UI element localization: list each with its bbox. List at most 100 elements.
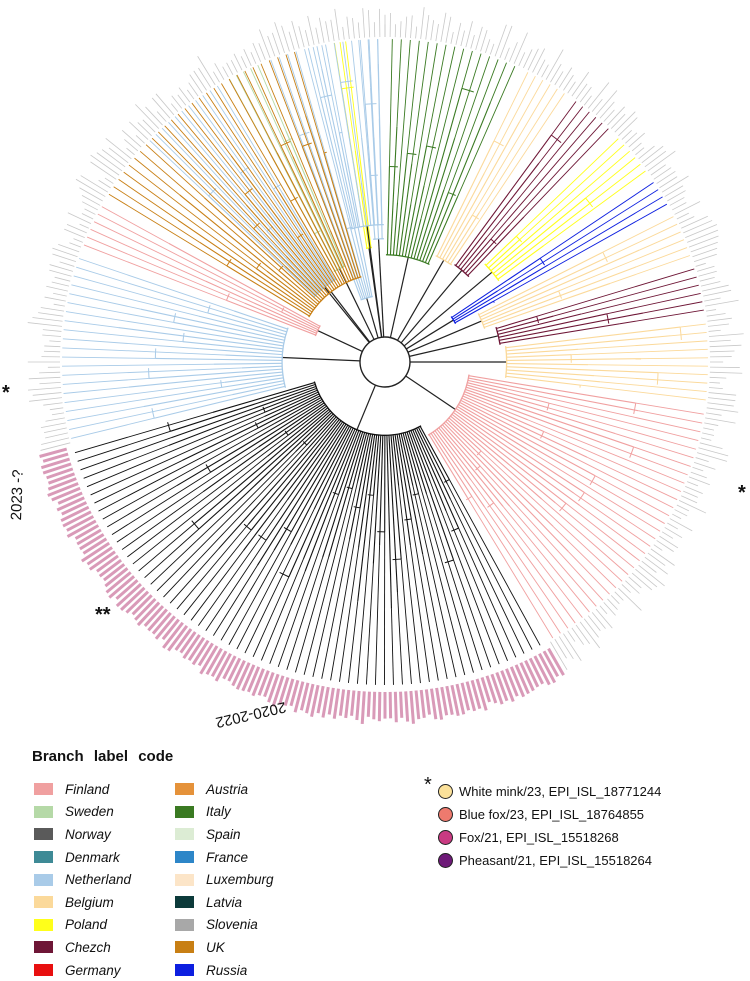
tree-arc xyxy=(541,431,544,438)
tree-branch xyxy=(71,285,198,316)
leaf-tick xyxy=(456,23,461,45)
leaf-tick xyxy=(251,52,256,64)
leaf-tick xyxy=(308,16,314,45)
tree-branch xyxy=(462,51,472,88)
tree-branch xyxy=(580,505,645,553)
tree-branch xyxy=(296,52,347,229)
legend-label: Russia xyxy=(206,963,247,978)
tree-branch xyxy=(641,358,708,359)
tree-branch xyxy=(225,375,283,382)
tree-branch xyxy=(67,407,143,421)
leaf-tick xyxy=(213,72,219,83)
leaf-tick xyxy=(645,151,666,167)
leaf-tick xyxy=(584,619,598,638)
leaf-tick xyxy=(46,286,68,291)
legend-swatch xyxy=(34,919,53,931)
tree-branch xyxy=(387,167,389,255)
legend-item-slovenia: Slovenia xyxy=(175,914,274,937)
leaf-tick xyxy=(441,13,446,42)
tree-branch xyxy=(584,493,655,539)
leaf-tick xyxy=(135,104,158,128)
tree-branch xyxy=(76,267,232,315)
tree-branch xyxy=(87,237,244,303)
leaf-tick xyxy=(659,536,678,548)
tree-branch xyxy=(63,378,149,384)
leaf-tick xyxy=(157,112,166,122)
tree-branch xyxy=(154,386,285,418)
tree-branch xyxy=(180,195,317,306)
leaf-tick xyxy=(451,32,453,44)
leaf-tick xyxy=(187,90,194,99)
tree-branch xyxy=(313,482,358,677)
leaf-tick xyxy=(299,26,304,47)
leaf-tick xyxy=(481,30,488,51)
tree-branch xyxy=(551,102,576,136)
legend-item-finland: Finland xyxy=(34,778,131,801)
leaf-tick xyxy=(46,418,65,421)
leaf-tick xyxy=(29,398,62,402)
tree-arc xyxy=(407,153,416,154)
leaf-tick xyxy=(29,377,61,378)
legend-label: UK xyxy=(206,940,225,955)
legend-item-spain: Spain xyxy=(175,823,274,846)
tree-branch xyxy=(595,164,641,199)
legend-swatch xyxy=(175,964,194,976)
tree-branch xyxy=(537,269,695,316)
leaf-tick xyxy=(709,334,744,337)
tree-branch xyxy=(71,418,154,438)
leaf-tick xyxy=(622,584,631,592)
leaf-tick xyxy=(43,403,62,405)
tree-branch xyxy=(555,503,634,568)
sample-label: White mink/23, EPI_ISL_18771244 xyxy=(459,784,661,799)
legend-swatch xyxy=(34,806,53,818)
leaf-tick xyxy=(41,438,69,445)
tree-branch xyxy=(84,245,227,300)
leaf-tick xyxy=(231,60,237,72)
leaf-tick xyxy=(707,314,726,317)
fox-pheasant-stars: ** xyxy=(95,604,111,627)
leaf-tick xyxy=(611,114,625,128)
tree-arc xyxy=(547,403,549,410)
leaf-tick xyxy=(400,21,401,37)
leaf-tick xyxy=(316,28,319,44)
tree-branch xyxy=(480,466,603,600)
white-mink-star: * xyxy=(2,382,10,405)
blue-fox-star: * xyxy=(738,482,746,505)
legend-swatch xyxy=(175,806,194,818)
legend-swatch xyxy=(175,919,194,931)
leaf-tick xyxy=(691,472,707,478)
tree-branch xyxy=(411,43,437,204)
tree-branch xyxy=(287,557,323,669)
tree-branch xyxy=(639,232,680,250)
leaf-tick xyxy=(672,514,681,519)
tree-branch xyxy=(496,200,595,277)
tree-branch xyxy=(401,559,411,684)
leaf-tick xyxy=(136,135,145,143)
legend-item-latvia: Latvia xyxy=(175,891,274,914)
tree-branch xyxy=(334,43,340,82)
leaf-tick xyxy=(677,213,689,219)
leaf-tick xyxy=(687,230,718,242)
tree-branch xyxy=(424,47,455,186)
legend-item-chezch: Chezch xyxy=(34,936,131,959)
tree-branch xyxy=(91,416,265,495)
tree-branch xyxy=(419,494,465,675)
leaf-tick xyxy=(683,491,697,497)
leaf-tick xyxy=(223,67,229,78)
leaf-tick xyxy=(662,532,673,539)
leaf-tick xyxy=(708,398,735,401)
legend-item-sweden: Sweden xyxy=(34,801,131,824)
leaf-tick xyxy=(28,387,61,390)
leaf-tick xyxy=(505,48,510,60)
leaf-tick xyxy=(215,63,224,79)
leaf-tick xyxy=(62,503,87,515)
tree-branch xyxy=(322,539,350,678)
legend-item-uk: UK xyxy=(175,936,274,959)
leaf-tick xyxy=(259,30,270,58)
tree-branch xyxy=(586,158,636,198)
leaf-tick xyxy=(55,277,71,281)
leaf-tick xyxy=(41,307,64,311)
tree-branch xyxy=(471,480,575,623)
tree-arc xyxy=(183,333,184,342)
tree-branch xyxy=(157,452,296,591)
